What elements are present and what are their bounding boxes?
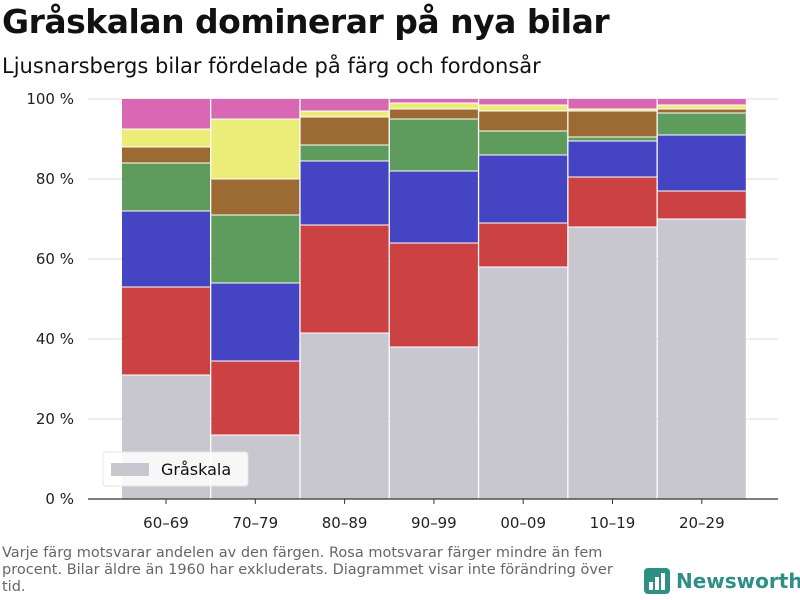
bar-segment xyxy=(568,137,657,141)
x-tick-label: 10–19 xyxy=(590,514,636,532)
brand-name: Newsworthy xyxy=(676,569,800,593)
y-tick-label: 20 % xyxy=(36,410,74,428)
bar-segment xyxy=(211,283,300,361)
bar-chart-logo-icon xyxy=(644,568,670,594)
bar-segment xyxy=(479,105,568,111)
chart-subtitle: Ljusnarsbergs bilar fördelade på färg oc… xyxy=(2,54,541,78)
chart-title: Gråskalan dominerar på nya bilar xyxy=(2,2,610,41)
bar-segment xyxy=(479,155,568,223)
bar-segment xyxy=(568,109,657,111)
bar-segment xyxy=(568,177,657,227)
bar-segment xyxy=(568,111,657,137)
bar-segment xyxy=(479,131,568,155)
bar-segment xyxy=(122,163,210,211)
bar-segment xyxy=(300,161,389,225)
y-tick-label: 80 % xyxy=(36,170,74,188)
bar-segment xyxy=(389,243,478,347)
y-tick-label: 40 % xyxy=(36,330,74,348)
bar-segment xyxy=(389,171,478,243)
bar-segment xyxy=(211,119,300,179)
footnote: Varje färg motsvarar andelen av den färg… xyxy=(2,545,613,595)
bar-segment xyxy=(389,119,478,171)
bar-segment xyxy=(479,223,568,267)
x-tick-label: 80–89 xyxy=(322,514,368,532)
x-tick-label: 60–69 xyxy=(143,514,189,532)
bar-segment xyxy=(211,361,300,435)
bar-segment xyxy=(657,219,746,499)
bar-segment xyxy=(657,105,746,109)
bar-segment xyxy=(211,99,300,119)
bar-segment xyxy=(568,99,657,109)
bar-segment xyxy=(479,111,568,131)
legend-swatch xyxy=(111,463,149,476)
x-tick-label: 90–99 xyxy=(411,514,457,532)
bar-segment xyxy=(211,179,300,215)
bar-segment xyxy=(389,103,478,109)
bar-segment xyxy=(122,99,210,129)
bar-segment xyxy=(389,99,478,103)
bar-segment xyxy=(479,99,568,105)
bar-segment xyxy=(300,145,389,161)
bar-segment xyxy=(389,347,478,499)
bar-segment xyxy=(657,99,746,105)
bar-segment xyxy=(300,117,389,145)
legend-label: Gråskala xyxy=(161,460,231,479)
bar-segment xyxy=(211,215,300,283)
bar-segment xyxy=(300,225,389,333)
y-tick-label: 60 % xyxy=(36,250,74,268)
bar-segment xyxy=(479,267,568,499)
x-tick-label: 20–29 xyxy=(679,514,725,532)
stacked-bar-chart: 0 % 20 % 40 % 60 % 80 % 100 % 60–69 70–79 80–89 9… xyxy=(26,90,778,532)
bar-segment xyxy=(657,135,746,191)
bar-segment xyxy=(568,141,657,177)
legend-box xyxy=(102,451,249,487)
bar-segment xyxy=(657,113,746,135)
bar-segment xyxy=(122,129,210,147)
x-tick-label: 00–09 xyxy=(500,514,546,532)
bar-segment xyxy=(300,111,389,117)
bar-segment xyxy=(300,333,389,499)
bar-segment xyxy=(389,109,478,119)
bar-segment xyxy=(300,99,389,111)
bar-segment xyxy=(122,147,210,163)
bar-segment xyxy=(657,109,746,113)
y-tick-label: 0 % xyxy=(45,490,74,508)
bar-segment xyxy=(568,227,657,499)
x-tick-label: 70–79 xyxy=(232,514,278,532)
bar-segment xyxy=(122,287,210,375)
bar-segment xyxy=(657,191,746,219)
brand-logo: Newsworthy xyxy=(644,568,800,594)
bar-segment xyxy=(122,211,210,287)
y-tick-label: 100 % xyxy=(26,90,74,108)
